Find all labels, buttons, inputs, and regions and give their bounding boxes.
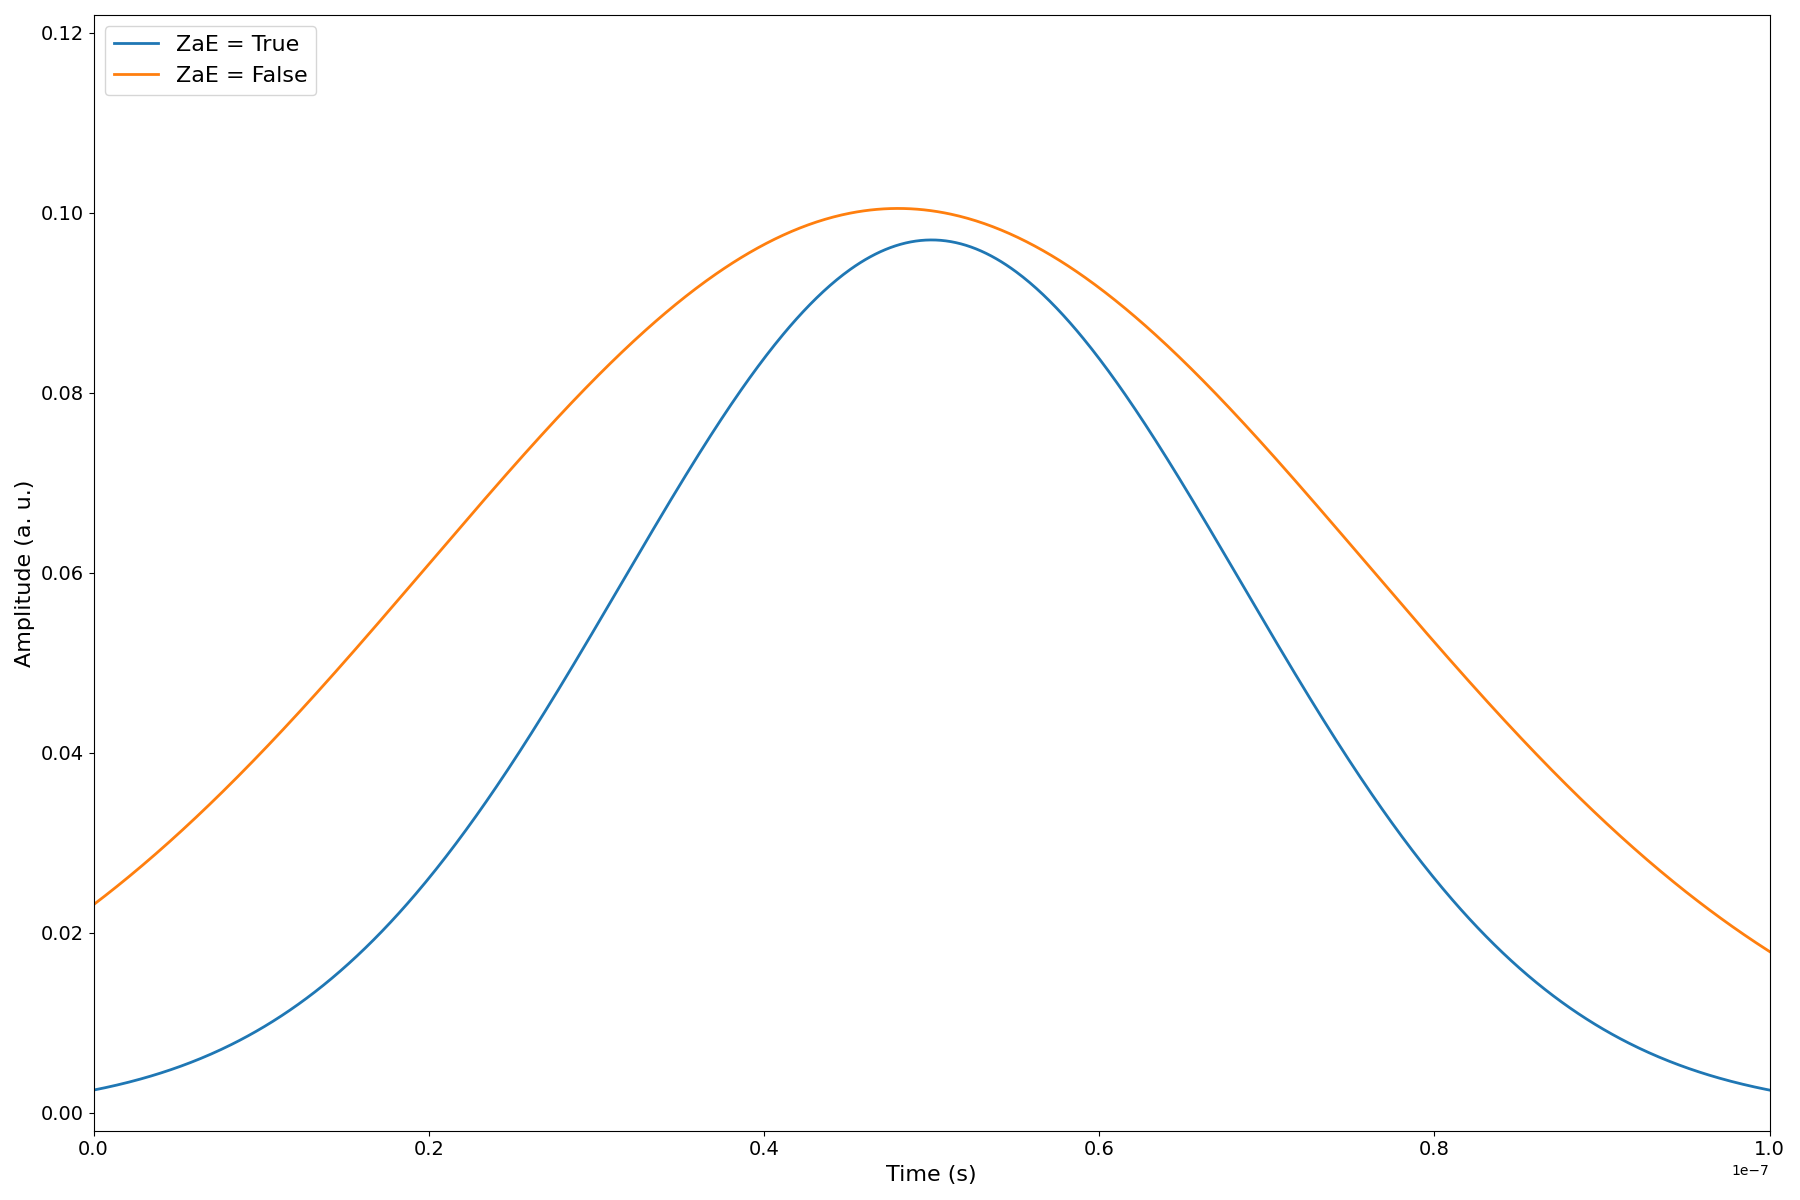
ZaE = False <box>83 898 104 912</box>
Y-axis label: Amplitude (a. u.): Amplitude (a. u.) <box>14 479 34 666</box>
ZaE = False <box>254 742 275 756</box>
ZaE = True <box>1235 584 1256 599</box>
ZaE = False <box>1235 419 1256 433</box>
ZaE = True <box>254 1019 275 1033</box>
ZaE = True <box>761 342 783 356</box>
ZaE = True <box>1422 869 1444 883</box>
ZaE = False <box>1759 944 1780 959</box>
ZaE = False <box>887 202 909 216</box>
ZaE = False <box>821 210 842 224</box>
ZaE = True <box>821 277 842 292</box>
X-axis label: Time (s): Time (s) <box>886 1165 977 1184</box>
Legend: ZaE = True, ZaE = False: ZaE = True, ZaE = False <box>104 26 317 95</box>
Line: ZaE = True: ZaE = True <box>94 240 1769 1090</box>
ZaE = False <box>1391 598 1413 612</box>
ZaE = False <box>761 234 783 248</box>
ZaE = False <box>1422 632 1444 647</box>
ZaE = True <box>83 1082 104 1097</box>
ZaE = True <box>1759 1082 1780 1097</box>
ZaE = True <box>920 233 941 247</box>
Line: ZaE = False: ZaE = False <box>94 209 1769 952</box>
ZaE = True <box>1391 829 1413 844</box>
